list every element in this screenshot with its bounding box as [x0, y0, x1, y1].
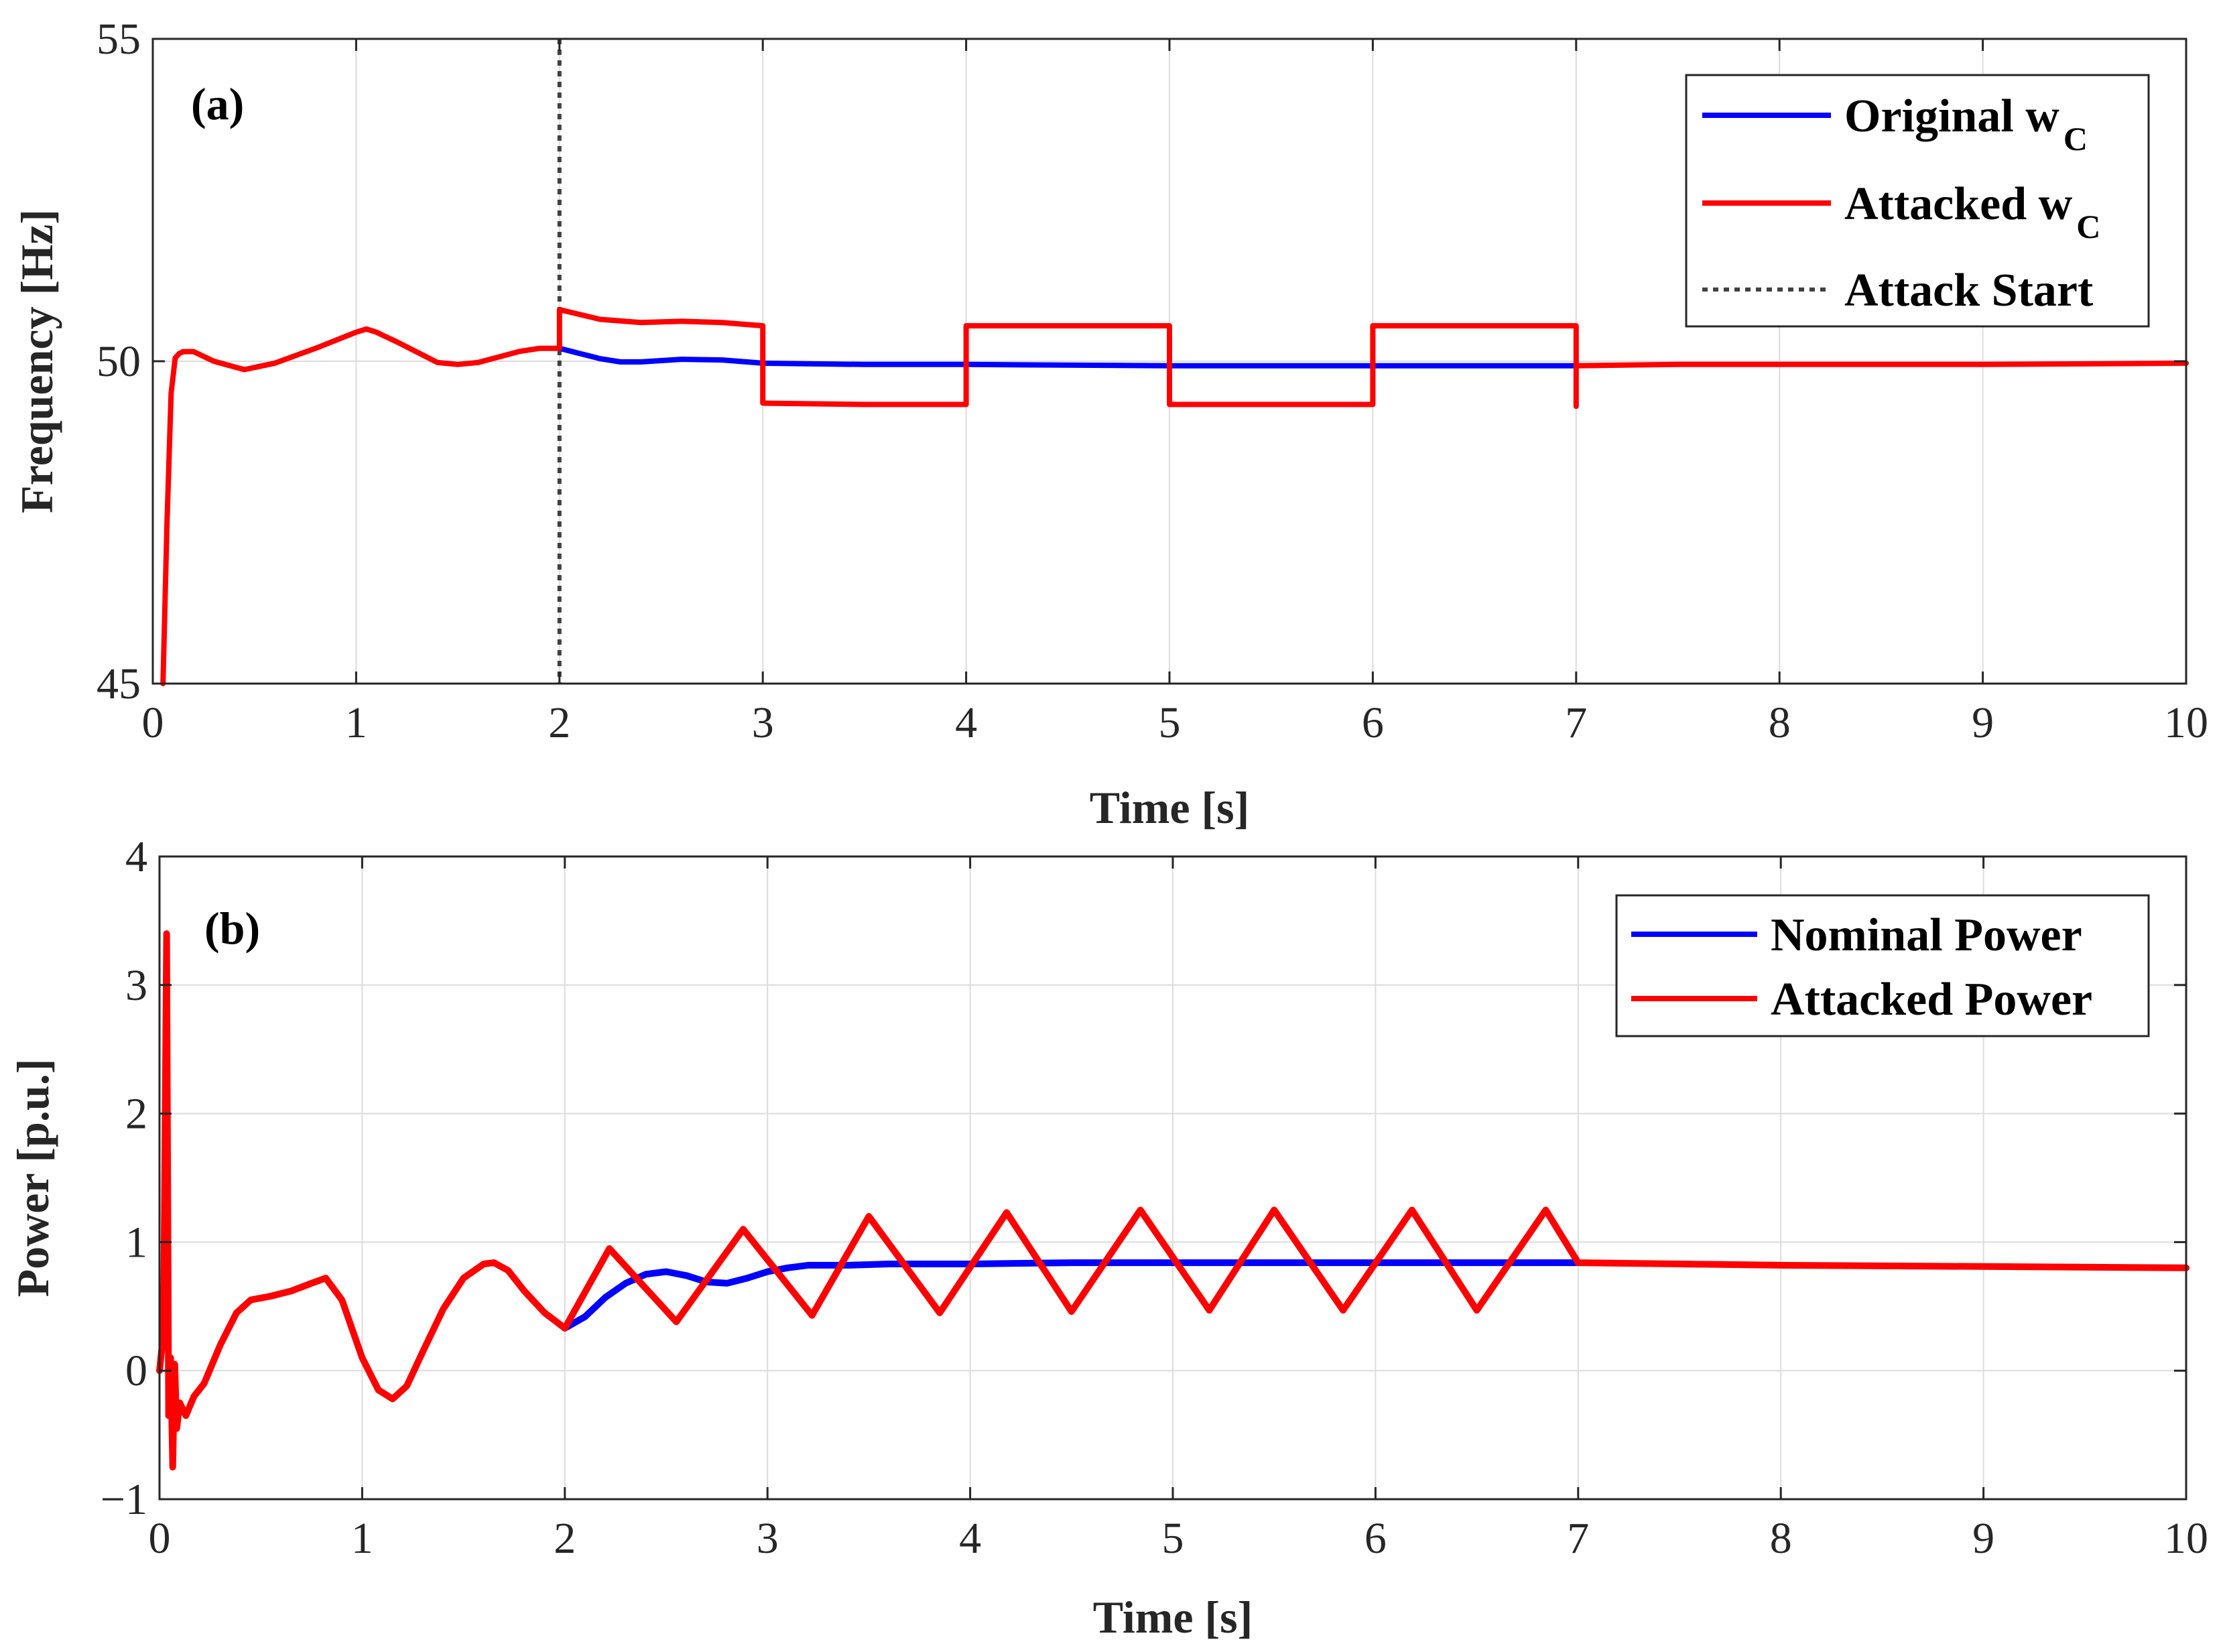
x-tick-label: 9 — [1972, 1514, 1994, 1563]
x-tick-label: 7 — [1567, 1514, 1589, 1563]
x-tick-label: 3 — [757, 1514, 779, 1563]
panel-a-series — [160, 39, 2189, 686]
x-tick-label: 3 — [752, 698, 774, 747]
legend-label-text: Attacked Power — [1771, 974, 2092, 1025]
x-tick-label: 7 — [1565, 698, 1587, 747]
x-tick-label: 4 — [955, 698, 977, 747]
legend-label-subscript: C — [2076, 208, 2100, 245]
x-tick-label: 8 — [1769, 698, 1791, 747]
x-tick-label: 0 — [142, 698, 164, 747]
series-line-attacked-wc — [160, 307, 2189, 686]
legend-label: Attack Start — [1844, 265, 2093, 316]
series-line-nominal-power — [561, 1259, 1582, 1332]
y-tick-label: 45 — [97, 659, 141, 708]
x-tick-label: 10 — [2164, 698, 2208, 747]
panel-b-label: (b) — [204, 903, 260, 954]
y-tick-label: −1 — [101, 1475, 147, 1524]
x-tick-label: 2 — [554, 1514, 576, 1563]
y-tick-label: 0 — [125, 1346, 147, 1395]
legend-label: Nominal Power — [1771, 909, 2082, 961]
x-tick-label: 1 — [345, 698, 367, 747]
series-line-original-wc — [556, 345, 1579, 369]
y-tick-label: 1 — [125, 1218, 147, 1267]
panel-b-series — [156, 930, 2189, 1471]
series-line-attacked-power — [156, 930, 2189, 1471]
panel-b-y-axis-label: Power [p.u.] — [7, 1059, 58, 1297]
x-tick-label: 6 — [1364, 1514, 1387, 1563]
x-tick-label: 9 — [1972, 698, 1994, 747]
panel-b-legend: Nominal Power Attacked Power — [1615, 894, 2150, 1037]
x-tick-label: 1 — [351, 1514, 373, 1563]
x-tick-label: 5 — [1162, 1514, 1184, 1563]
legend-label-text: Nominal Power — [1771, 909, 2082, 961]
x-tick-label: 4 — [959, 1514, 981, 1563]
x-tick-label: 5 — [1159, 698, 1181, 747]
legend-label-text: Original w — [1844, 90, 2059, 142]
panel-a-y-axis-label: Frequency [Hz] — [11, 209, 62, 513]
legend-label-text: Attacked w — [1844, 178, 2073, 230]
x-tick-label: 6 — [1362, 698, 1384, 747]
y-tick-label: 4 — [125, 832, 147, 881]
x-tick-label: 8 — [1770, 1514, 1792, 1563]
y-tick-label: 55 — [97, 15, 141, 64]
x-tick-label: 0 — [149, 1514, 171, 1563]
legend-label: Attacked Power — [1771, 974, 2092, 1025]
y-tick-label: 50 — [97, 337, 141, 386]
x-tick-label: 2 — [548, 698, 570, 747]
legend-box — [1615, 894, 2150, 1037]
panel-b-x-axis-label: Time [s] — [1093, 1592, 1253, 1643]
panel-a-x-axis-label: Time [s] — [1090, 782, 1250, 833]
legend-label-text: Attack Start — [1844, 265, 2093, 316]
x-tick-label: 10 — [2164, 1514, 2208, 1563]
y-tick-label: 2 — [125, 1090, 147, 1139]
y-tick-label: 3 — [125, 961, 147, 1010]
legend-label-subscript: C — [2063, 120, 2088, 157]
panel-a-label: (a) — [191, 78, 244, 129]
